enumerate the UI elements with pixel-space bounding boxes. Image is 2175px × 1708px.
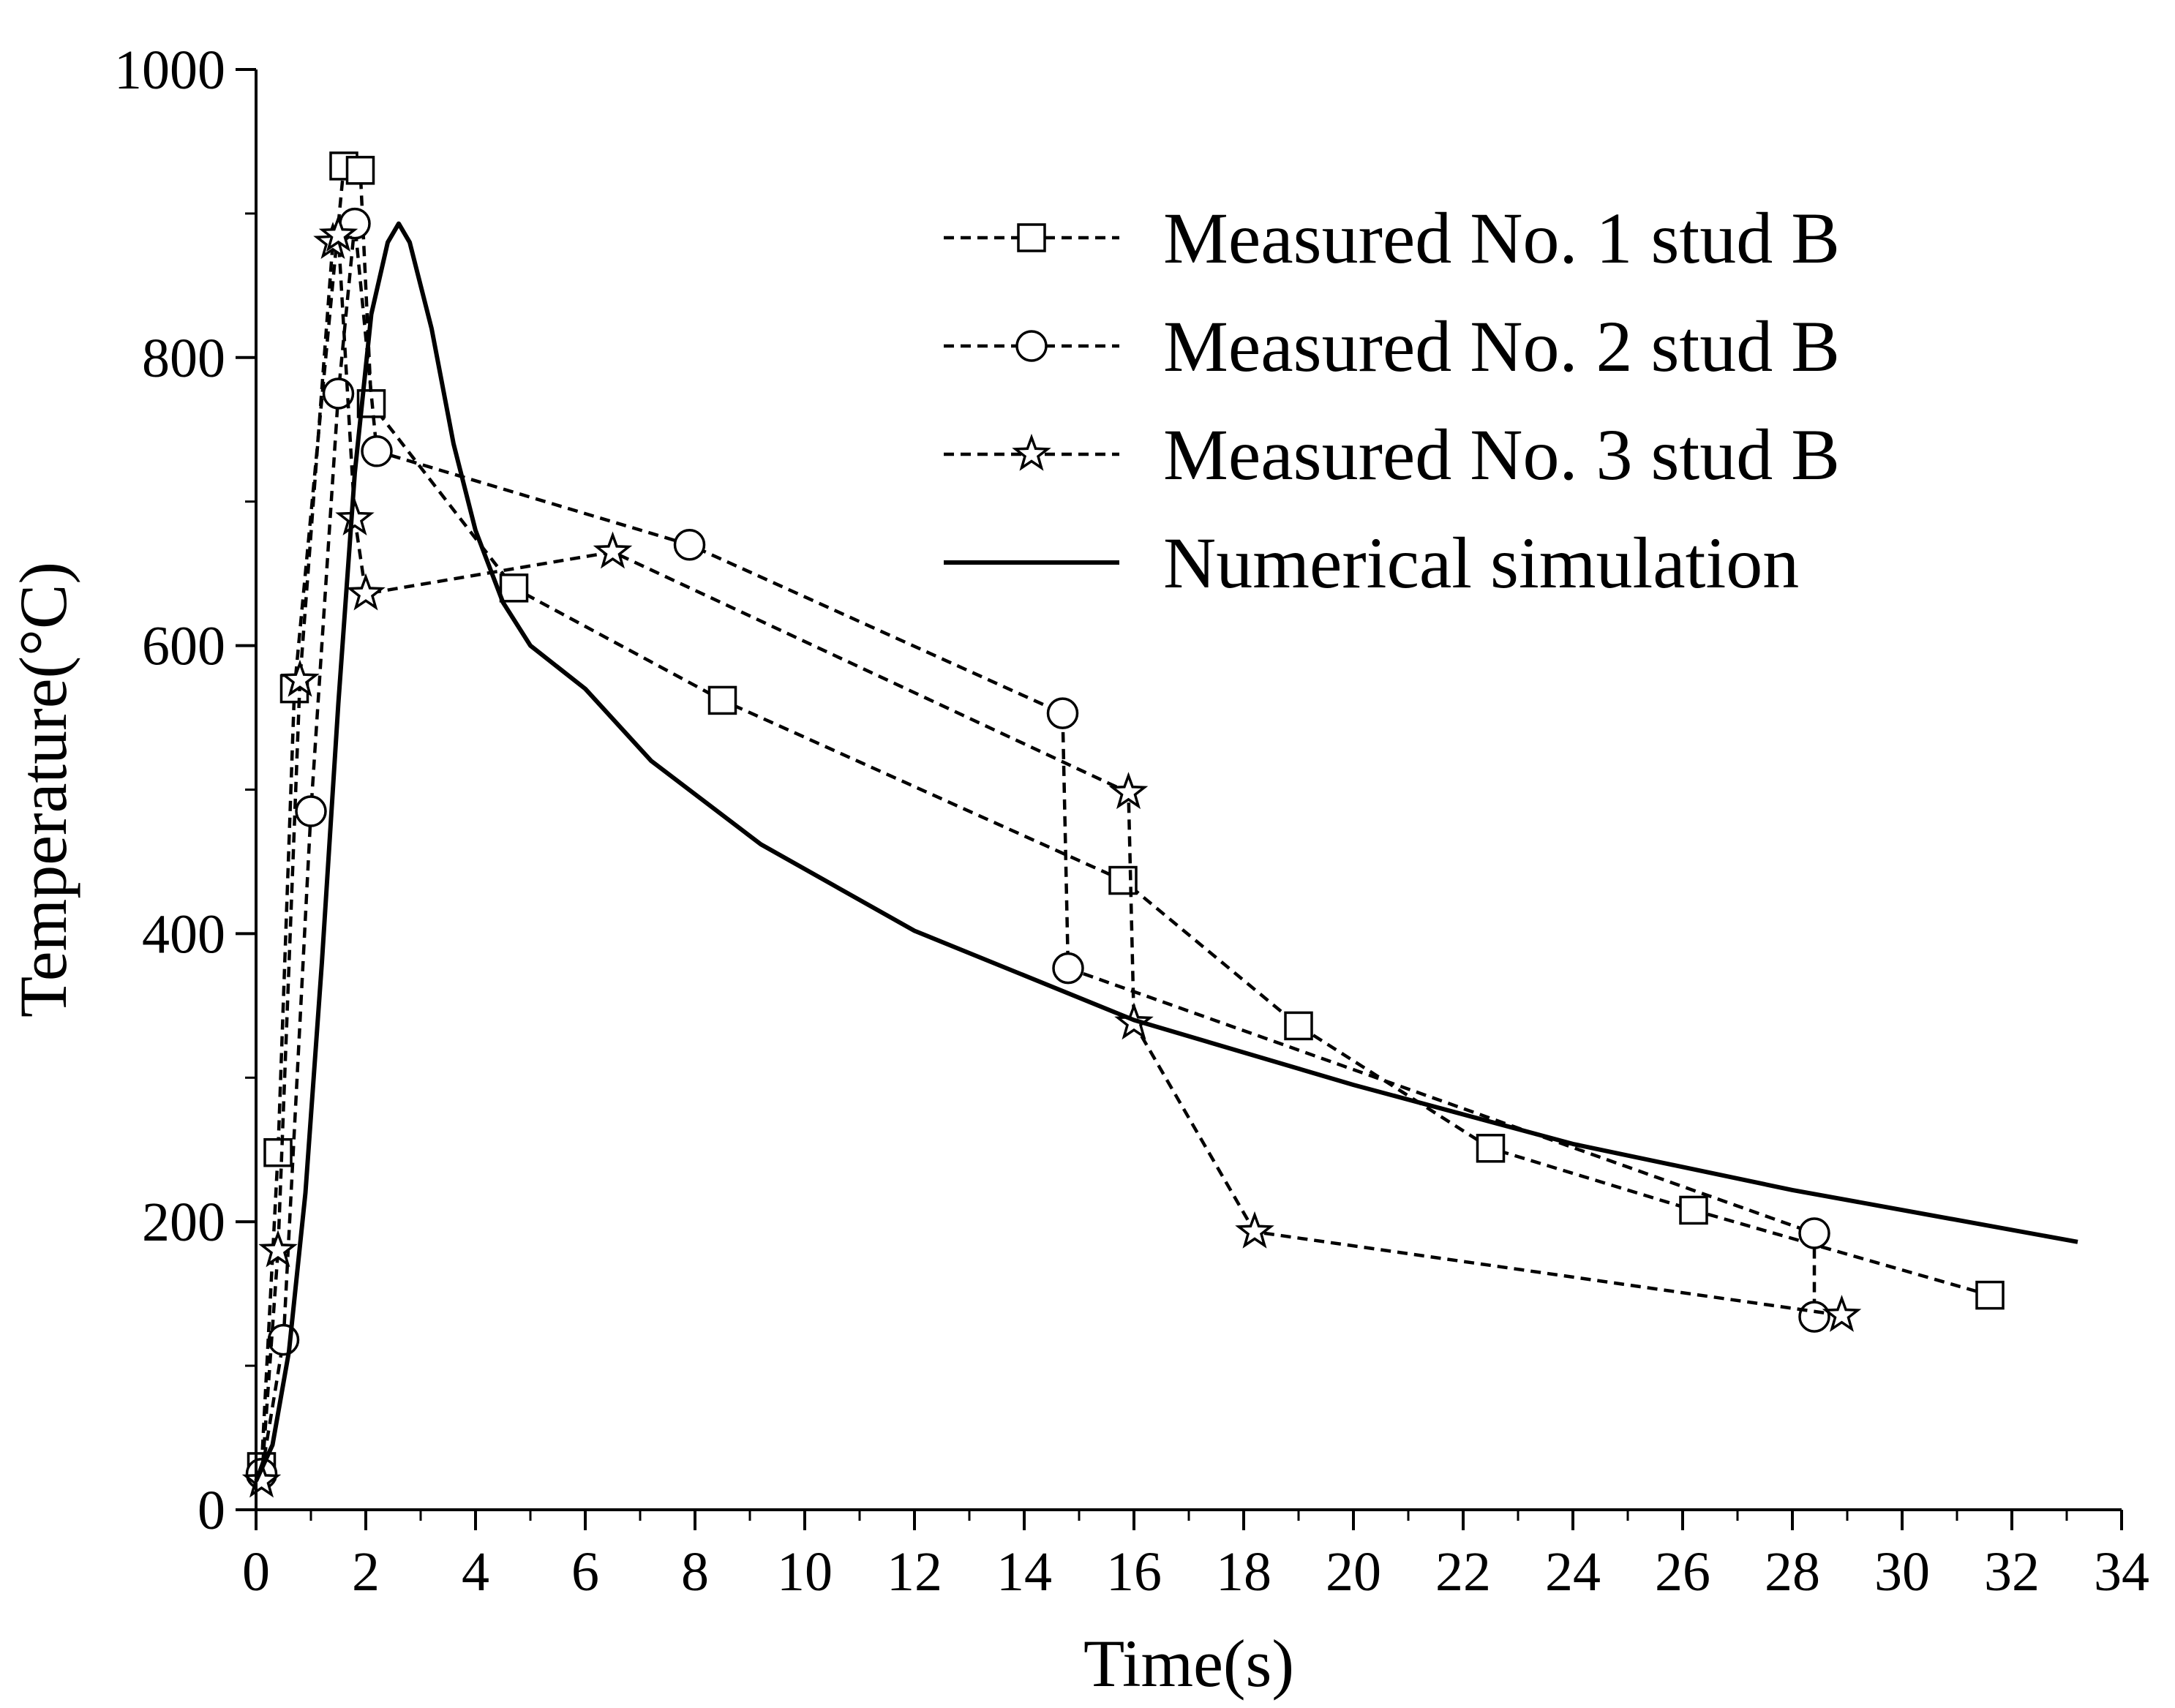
data-point-circle: [361, 435, 393, 467]
x-tick-label: 32: [1984, 1541, 2040, 1603]
legend-label: Numerical simulation: [1163, 522, 1799, 603]
series-4: [254, 221, 2078, 1482]
y-tick-label: 800: [142, 328, 225, 389]
data-point-circle: [1798, 1217, 1830, 1249]
x-tick-label: 2: [352, 1541, 380, 1603]
legend-label: Measured No. 1 stud B: [1163, 197, 1840, 279]
data-point-circle: [1052, 952, 1084, 985]
series-line: [260, 233, 1842, 1481]
y-tick-label: 200: [142, 1192, 225, 1253]
x-tick-label: 16: [1106, 1541, 1162, 1603]
x-tick-label: 18: [1216, 1541, 1271, 1603]
y-tick-label: 1000: [114, 39, 225, 101]
x-tick-label: 24: [1545, 1541, 1601, 1603]
legend-item: Measured No. 1 stud B: [944, 197, 1840, 279]
legend-marker-star: [1012, 433, 1051, 471]
data-point-star: [1822, 1295, 1862, 1332]
x-tick-label: 12: [887, 1541, 942, 1603]
data-point-star: [258, 1230, 298, 1268]
data-point-star: [1108, 772, 1149, 810]
x-tick-label: 6: [571, 1541, 599, 1603]
legend-item: Measured No. 3 stud B: [944, 414, 1840, 495]
data-point-star: [335, 498, 375, 536]
data-point-square: [263, 1137, 293, 1167]
data-point-star: [346, 573, 386, 611]
x-axis-title: Time(s): [1083, 1626, 1294, 1701]
data-point-square: [1284, 1011, 1313, 1041]
x-tick-label: 20: [1326, 1541, 1381, 1603]
x-tick-label: 28: [1765, 1541, 1820, 1603]
data-point-circle: [1046, 697, 1079, 729]
data-point-star: [241, 1460, 282, 1498]
x-tick-label: 10: [777, 1541, 833, 1603]
data-point-circle: [1798, 1301, 1830, 1333]
legend-marker-square: [1017, 223, 1046, 252]
x-tick-label: 30: [1874, 1541, 1930, 1603]
data-point-star: [318, 214, 358, 252]
data-point-star: [1235, 1211, 1274, 1249]
x-tick-label: 26: [1655, 1541, 1710, 1603]
x-tick-label: 14: [996, 1541, 1052, 1603]
y-tick-label: 600: [142, 616, 225, 677]
x-tick-label: 0: [242, 1541, 270, 1603]
data-point-square: [1975, 1280, 2005, 1310]
data-point-circle: [673, 529, 706, 561]
x-tick-label: 22: [1435, 1541, 1491, 1603]
plot-area: [241, 151, 2078, 1498]
data-point-circle: [295, 795, 327, 827]
data-point-square: [1476, 1134, 1506, 1163]
data-point-square: [499, 573, 529, 603]
legend-marker-circle: [1015, 330, 1048, 362]
y-tick-label: 400: [142, 903, 225, 965]
legend-label: Measured No. 3 stud B: [1163, 414, 1840, 495]
series-line: [260, 222, 1817, 1475]
series-line: [254, 221, 2078, 1482]
y-tick-label: 0: [198, 1480, 225, 1541]
axes: 0 2 4 6 8 10 12 14 16 18 20 22 24 26 28 30 32 34020040060…: [114, 39, 2149, 1603]
legend-item: Measured No. 2 stud B: [944, 306, 1840, 387]
y-axis-title: Temperature(°C): [6, 562, 80, 1017]
data-point-square: [1679, 1195, 1708, 1225]
x-tick-label: 8: [681, 1541, 709, 1603]
series-3: [241, 214, 1862, 1498]
data-point-square: [345, 156, 375, 185]
data-point-square: [707, 685, 737, 715]
legend-label: Measured No. 2 stud B: [1163, 306, 1840, 387]
data-point-star: [280, 659, 320, 697]
legend: Measured No. 1 stud B Measured No. 2 stud…: [944, 197, 1840, 603]
series-2: [245, 207, 1830, 1490]
data-point-star: [593, 531, 633, 569]
x-tick-label: 34: [2094, 1541, 2149, 1603]
x-tick-label: 4: [462, 1541, 489, 1603]
legend-item: Numerical simulation: [944, 522, 1799, 603]
